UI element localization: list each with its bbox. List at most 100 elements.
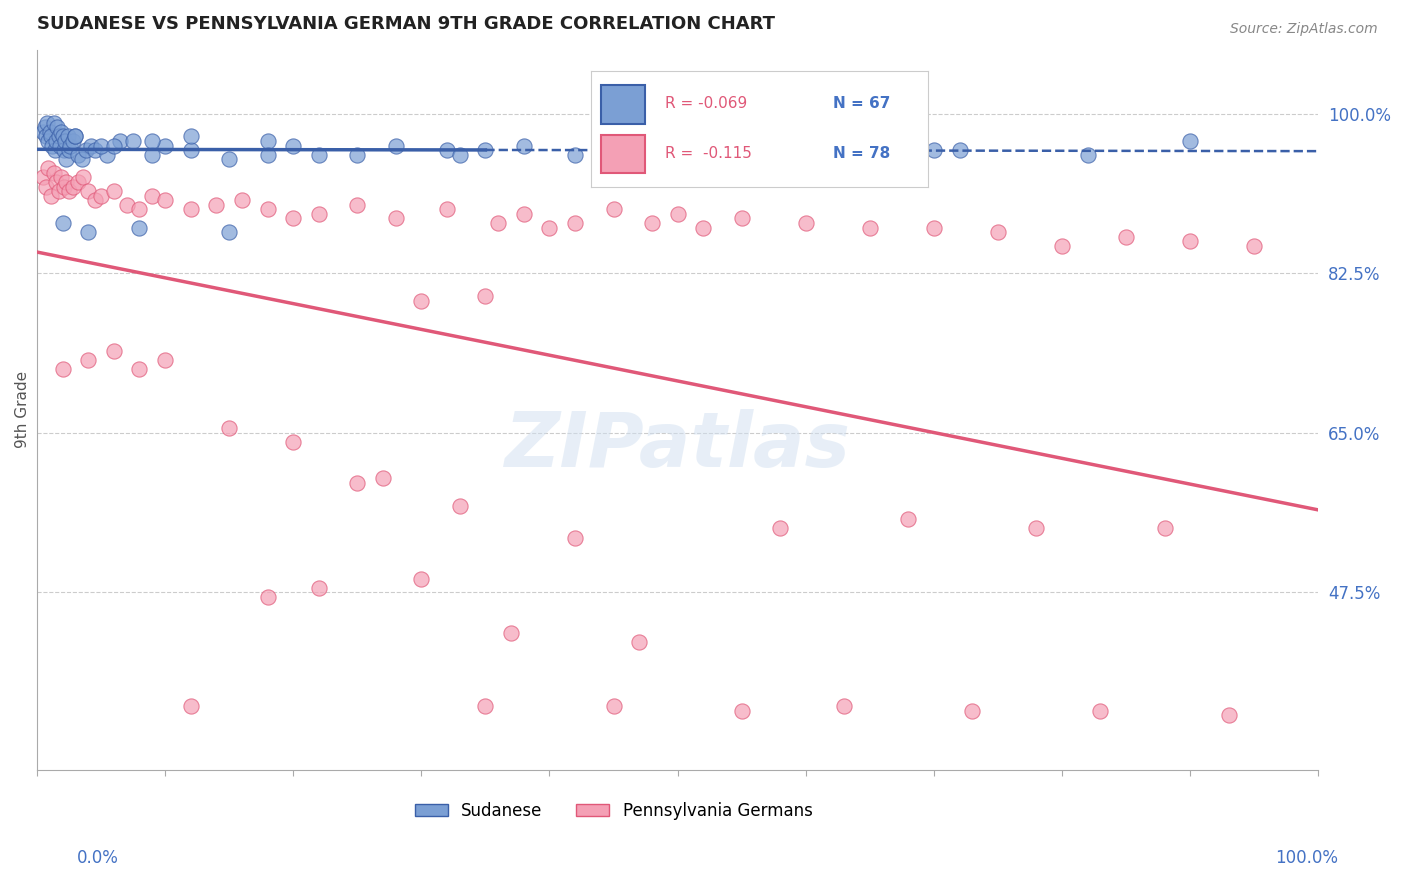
Point [83,193,105,207]
Point [52,143,75,157]
Point [53,134,76,148]
Point [52,362,75,376]
Text: 0.0%: 0.0% [77,849,120,867]
Point [1077,147,1099,161]
Point [436,143,458,157]
Text: N = 67: N = 67 [834,96,891,112]
Point [564,147,586,161]
Point [38,125,60,139]
Point [794,216,817,230]
Point [110,134,132,148]
Point [486,216,509,230]
Point [32,125,55,139]
Text: ZIPatlas: ZIPatlas [505,409,851,483]
Point [51,170,73,185]
Point [474,289,496,303]
Point [55,153,77,167]
Legend: Sudanese, Pennsylvania Germans: Sudanese, Pennsylvania Germans [408,795,820,827]
Point [141,134,163,148]
Point [692,220,714,235]
Point [962,704,984,718]
Text: R =  -0.115: R = -0.115 [665,146,752,161]
Point [49,138,72,153]
Point [55,175,77,189]
Point [141,188,163,202]
Point [122,134,145,148]
Point [35,179,58,194]
Point [794,138,817,153]
Point [256,590,278,604]
Text: R = -0.069: R = -0.069 [665,96,747,112]
Point [346,475,368,490]
Point [731,211,754,226]
Point [987,225,1010,239]
Point [37,161,59,176]
Point [70,153,93,167]
Point [58,184,80,198]
Text: SUDANESE VS PENNSYLVANIA GERMAN 9TH GRADE CORRELATION CHART: SUDANESE VS PENNSYLVANIA GERMAN 9TH GRAD… [37,15,775,33]
Point [51,125,73,139]
Point [897,512,920,526]
Point [205,198,228,212]
Point [564,216,586,230]
Point [666,207,689,221]
Point [538,220,561,235]
Point [474,143,496,157]
Point [41,138,63,153]
Point [77,184,100,198]
Point [90,188,112,202]
Point [103,138,125,153]
Point [80,138,103,153]
Point [922,143,945,157]
Point [128,220,150,235]
Point [1090,704,1112,718]
FancyBboxPatch shape [600,86,644,123]
Point [692,147,714,161]
Point [59,138,82,153]
Point [1178,134,1201,148]
Point [52,179,75,194]
Point [346,198,368,212]
Point [34,120,56,135]
Point [283,211,305,226]
Point [628,635,651,649]
Point [602,699,624,714]
Point [56,129,79,144]
Point [256,134,278,148]
Point [1025,521,1047,535]
Point [37,134,59,148]
FancyBboxPatch shape [600,135,644,173]
Point [42,116,65,130]
Point [231,193,253,207]
Point [1178,234,1201,248]
Point [449,499,471,513]
Point [35,129,58,144]
Point [256,147,278,161]
Point [62,134,84,148]
Point [449,147,471,161]
Point [103,184,125,198]
Point [153,193,176,207]
Point [44,143,66,157]
Point [65,129,87,144]
Point [45,175,67,189]
Point [75,143,97,157]
Point [832,699,855,714]
Point [1243,239,1265,253]
Point [48,184,70,198]
Point [346,147,368,161]
Text: 100.0%: 100.0% [1275,849,1339,867]
Point [411,572,433,586]
Point [1115,229,1137,244]
Point [1218,708,1240,723]
Point [180,129,202,144]
Point [48,129,70,144]
Point [922,220,945,235]
Point [948,143,970,157]
Point [769,521,792,535]
Point [218,225,240,239]
Point [46,120,69,135]
Y-axis label: 9th Grade: 9th Grade [15,371,30,449]
Point [256,202,278,217]
Point [283,138,305,153]
